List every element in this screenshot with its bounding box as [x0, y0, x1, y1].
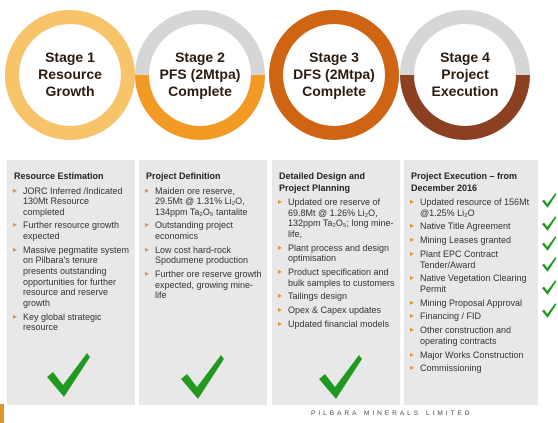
ring-fill — [5, 10, 135, 140]
stage-label-line: Resource — [38, 66, 102, 82]
check-icon — [542, 193, 557, 208]
list-item: Mining Proposal Approval — [410, 298, 534, 309]
stage-label-line: Stage 3 — [309, 49, 359, 65]
stage-label-line: Growth — [45, 83, 95, 99]
ring-fill — [135, 74, 265, 140]
panel-project-definition: Project Definition Maiden ore reserve, 2… — [139, 160, 267, 405]
panel-detailed-design: Detailed Design and Project Planning Upd… — [272, 160, 400, 405]
check-icon — [319, 355, 362, 399]
stage-label-line: Stage 1 — [45, 49, 95, 65]
list-item: Other construction and operating contrac… — [410, 325, 534, 346]
ring-fill — [400, 74, 530, 140]
list-item: Updated financial models — [278, 319, 396, 330]
list-item: Low cost hard-rock Spodumene production — [145, 245, 263, 266]
stage-4-label: Stage 4 Project Execution — [405, 49, 525, 100]
ring-fill — [269, 10, 399, 140]
panel-item-list: Maiden ore reserve, 29.5Mt @ 1.31% Li₂O,… — [139, 186, 267, 302]
panel-item-list: Updated resource of 156Mt @1.25% Li₂O Nat… — [404, 197, 538, 374]
panel-title: Detailed Design and Project Planning — [279, 171, 366, 193]
list-item: Native Title Agreement — [410, 221, 534, 232]
check-icon — [47, 353, 90, 397]
list-item: Key global strategic resource — [13, 312, 131, 333]
stage-2-ring — [135, 10, 265, 140]
list-item: Further ore reserve growth expected, gro… — [145, 269, 263, 301]
stage-4-ring — [400, 10, 530, 140]
panel-title: Resource Estimation — [14, 171, 104, 181]
stage-3-label: Stage 3 DFS (2Mtpa) Complete — [274, 49, 394, 100]
panel-project-execution: Project Execution – from December 2016 U… — [404, 160, 538, 405]
stage-label-line: Execution — [431, 83, 499, 99]
list-item: Tailings design — [278, 291, 396, 302]
list-item: Product specification and bulk samples t… — [278, 267, 396, 288]
list-item: JORC Inferred /Indicated 130Mt Resource … — [13, 186, 131, 218]
list-item: Updated resource of 156Mt @1.25% Li₂O — [410, 197, 534, 218]
stage-label-line: Stage 2 — [175, 49, 225, 65]
stage-2-label: Stage 2 PFS (2Mtpa) Complete — [140, 49, 260, 100]
panel-item-list: Updated ore reserve of 69.8Mt @ 1.26% Li… — [272, 197, 400, 329]
stage-label-line: Project — [441, 66, 489, 82]
stage-label-line: PFS (2Mtpa) — [159, 66, 241, 82]
stage-3-ring — [269, 10, 399, 140]
list-item: Commissioning — [410, 363, 534, 374]
stage-1-label: Stage 1 Resource Growth — [10, 49, 130, 100]
list-item: Outstanding project economics — [145, 220, 263, 241]
list-item: Further resource growth expected — [13, 220, 131, 241]
list-item: Financing / FID — [410, 311, 534, 322]
panel-title: Project Execution – from December 2016 — [411, 171, 518, 193]
stage-label-line: Complete — [168, 83, 232, 99]
list-item: Massive pegmatite system on Pilbara's te… — [13, 245, 131, 309]
check-icon — [542, 216, 557, 231]
list-item: Opex & Capex updates — [278, 305, 396, 316]
panel-title: Project Definition — [146, 171, 221, 181]
list-item: Mining Leases granted — [410, 235, 534, 246]
stage-rings — [5, 10, 530, 140]
stage-label-line: Stage 4 — [440, 49, 490, 65]
footer-accent-bar — [0, 404, 4, 423]
list-item: Plant EPC Contract Tender/Award — [410, 249, 534, 270]
list-item: Native Vegetation Clearing Permit — [410, 273, 534, 294]
check-icon — [542, 257, 557, 272]
stage-label-line: Complete — [302, 83, 366, 99]
check-icon — [181, 355, 224, 399]
stage-1-ring — [5, 10, 135, 140]
check-icon — [542, 303, 557, 318]
stage-label-line: DFS (2Mtpa) — [293, 66, 375, 82]
list-item: Major Works Construction — [410, 350, 534, 361]
list-item: Plant process and design optimisation — [278, 243, 396, 264]
panel-resource-estimation: Resource Estimation JORC Inferred /Indic… — [7, 160, 135, 405]
check-icon — [542, 280, 557, 295]
footer-company-name: PILBARA MINERALS LIMITED — [311, 410, 473, 417]
list-item: Maiden ore reserve, 29.5Mt @ 1.31% Li₂O,… — [145, 186, 263, 218]
check-icon — [542, 236, 557, 251]
list-item: Updated ore reserve of 69.8Mt @ 1.26% Li… — [278, 197, 396, 239]
panel-item-list: JORC Inferred /Indicated 130Mt Resource … — [7, 186, 135, 333]
